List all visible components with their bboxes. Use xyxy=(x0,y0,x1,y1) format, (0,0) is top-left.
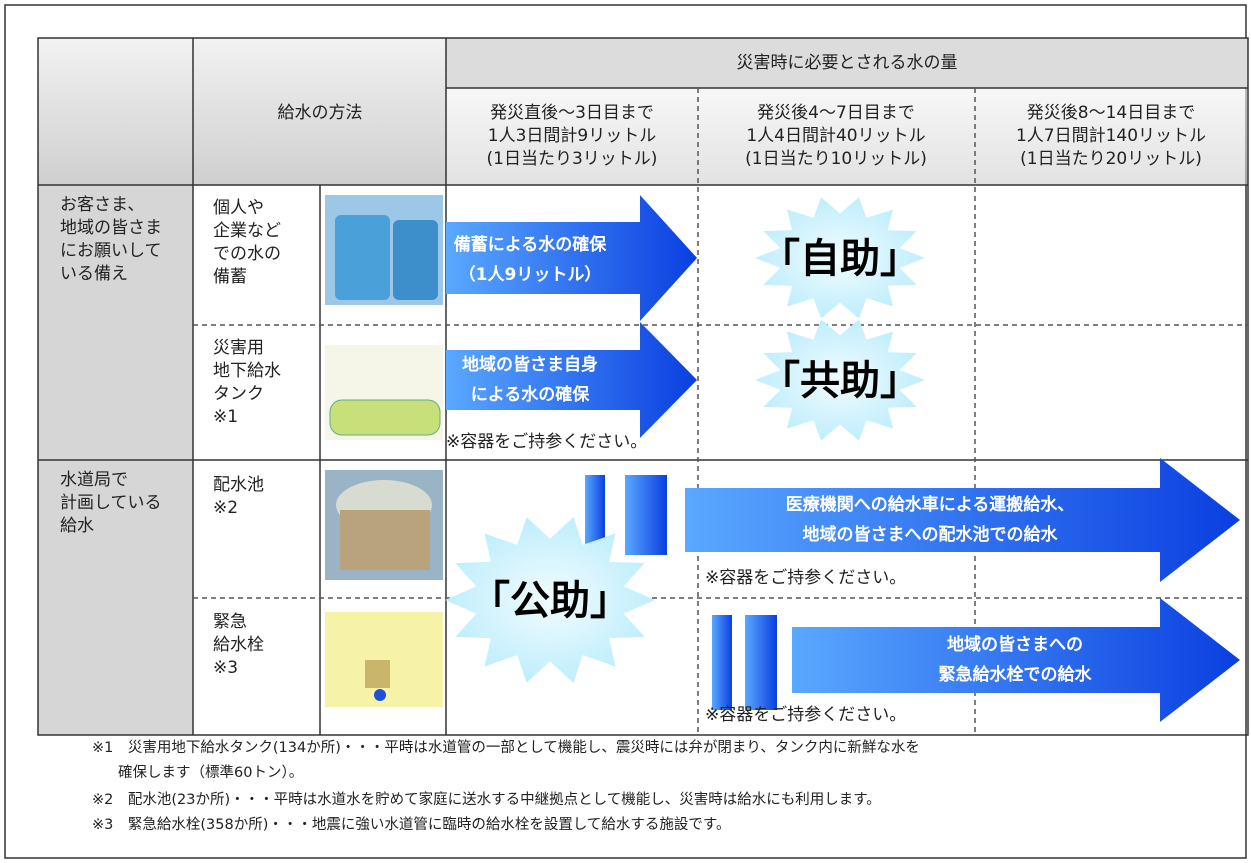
group-label: 水道局で xyxy=(60,470,128,490)
method-label: 地下給水 xyxy=(213,361,281,381)
method-label: 災害用 xyxy=(213,338,264,358)
table-lines xyxy=(37,37,1249,736)
group-label: いる備え xyxy=(60,264,128,284)
container-note: ※容器をご持参ください。 xyxy=(705,705,906,725)
method-label: 緊急 xyxy=(213,612,247,632)
period-label: (1日当たり3リットル) xyxy=(487,149,658,169)
starburst xyxy=(755,319,925,441)
group-label: 計画している xyxy=(60,493,162,513)
burst-label: 「共助」 xyxy=(760,358,920,404)
method-label: 企業など xyxy=(213,221,281,241)
arrow-bar xyxy=(625,475,667,555)
arrow-label: 医療機関への給水車による運搬給水、 xyxy=(786,494,1075,515)
period-label: 発災後8～14日目まで xyxy=(1027,103,1195,123)
group-label: 給水 xyxy=(60,516,94,536)
arrow-label: 地域の皆さまへの配水池での給水 xyxy=(803,524,1059,545)
method-label: 個人や xyxy=(213,198,264,218)
header-bg xyxy=(446,38,1248,88)
footnote: 確保します（標準60トン）。 xyxy=(118,764,303,781)
arrow xyxy=(685,458,1240,582)
burst-label: 「公助」 xyxy=(470,578,630,624)
period-label: 発災直後～3日目まで xyxy=(490,103,654,123)
container-note: ※容器をご持参ください。 xyxy=(446,432,647,452)
container-note: ※容器をご持参ください。 xyxy=(705,568,906,588)
arrow-label: 地域の皆さまへの xyxy=(947,634,1083,655)
group-label: お客さま、 xyxy=(60,195,144,215)
header-bg xyxy=(38,38,446,185)
method-label: 給水栓 xyxy=(213,635,264,655)
arrow xyxy=(446,195,697,321)
arrow xyxy=(446,322,697,438)
method-label: ※2 xyxy=(213,498,238,518)
photos xyxy=(325,195,443,707)
method-label: 備蓄 xyxy=(213,267,247,287)
footnote: ※3 緊急給水栓(358か所)・・・地震に強い水道管に臨時の給水栓を設置して給水… xyxy=(92,816,730,833)
burst-label: 「自助」 xyxy=(760,236,920,282)
method-label: ※1 xyxy=(213,407,238,427)
method-label: ※3 xyxy=(213,658,238,678)
footnote: ※1 災害用地下給水タンク(134か所)・・・平時は水道管の一部として機能し、震… xyxy=(92,739,920,756)
arrow-bar xyxy=(712,615,732,710)
arrow-label: 地域の皆さま自身 xyxy=(462,354,598,375)
starburst xyxy=(755,197,925,319)
period-label: (1日当たり10リットル) xyxy=(745,149,927,169)
arrow-label: 緊急給水栓での給水 xyxy=(939,664,1093,685)
period-label: 1人7日間計140リットル xyxy=(1016,126,1206,146)
method-label: での水の xyxy=(213,244,281,264)
group-title: 災害時に必要とされる水の量 xyxy=(737,53,958,73)
period-label: 1人3日間計9リットル xyxy=(488,126,656,146)
arrow-label: （1人9リットル） xyxy=(459,264,602,285)
arrow xyxy=(792,598,1240,722)
method-label: タンク xyxy=(213,384,264,404)
footnote: ※2 配水池(23か所)・・・平時は水道水を貯めて家庭に送水する中継拠点として機… xyxy=(92,791,881,808)
arrow-label: 備蓄による水の確保 xyxy=(454,234,607,255)
arrow-bar xyxy=(745,615,777,710)
arrow-bar xyxy=(585,475,605,555)
period-label: 発災後4～7日目まで xyxy=(757,103,915,123)
period-label: 1人4日間計40リットル xyxy=(746,126,925,146)
group-label: にお願いして xyxy=(60,241,162,261)
period-label: (1日当たり20リットル) xyxy=(1020,149,1202,169)
starburst xyxy=(445,517,655,683)
dashed-lines xyxy=(193,88,1248,735)
arrow-label: による水の確保 xyxy=(471,384,590,405)
method-title: 給水の方法 xyxy=(278,103,363,123)
method-label: 配水池 xyxy=(213,475,264,495)
group-label: 地域の皆さま xyxy=(60,218,162,238)
header-bg xyxy=(446,88,1248,185)
